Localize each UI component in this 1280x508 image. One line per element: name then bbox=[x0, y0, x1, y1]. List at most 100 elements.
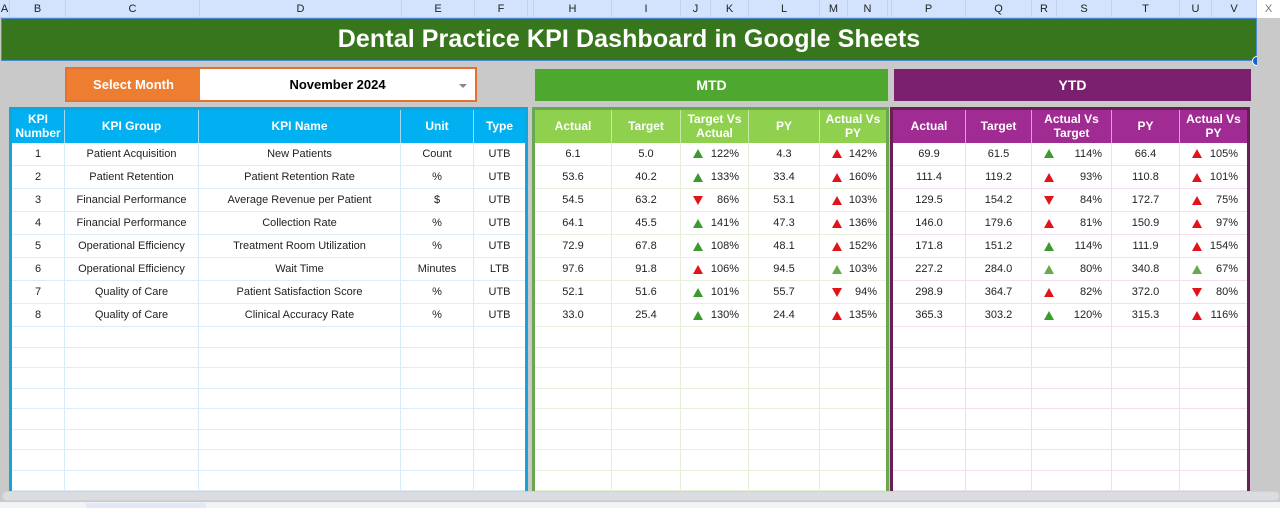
cell-type[interactable]: UTB bbox=[473, 188, 527, 212]
empty-cell[interactable] bbox=[819, 347, 888, 368]
empty-cell[interactable] bbox=[1179, 326, 1249, 348]
ytd-cell-target-comparison[interactable]: 80% bbox=[1031, 257, 1112, 281]
cell-kpi-number[interactable]: 5 bbox=[10, 234, 65, 258]
dashboard-title-banner[interactable]: Dental Practice KPI Dashboard in Google … bbox=[1, 18, 1257, 61]
column-header-f[interactable]: F bbox=[475, 0, 528, 18]
empty-cell[interactable] bbox=[473, 347, 527, 368]
mtd-cell-actual[interactable]: 97.6 bbox=[533, 257, 612, 281]
ytd-cell-target-comparison[interactable]: 84% bbox=[1031, 188, 1112, 212]
empty-cell[interactable] bbox=[1179, 408, 1249, 430]
ytd-cell-actual-vs-py[interactable]: 80% bbox=[1179, 280, 1249, 304]
column-header-s[interactable]: S bbox=[1057, 0, 1112, 18]
cell-kpi-group[interactable]: Financial Performance bbox=[64, 211, 199, 235]
mtd-header-py[interactable]: PY bbox=[748, 108, 820, 143]
empty-cell[interactable] bbox=[1031, 367, 1112, 389]
dropdown-caret-icon[interactable] bbox=[459, 84, 467, 88]
ytd-cell-target[interactable]: 303.2 bbox=[965, 303, 1032, 327]
empty-cell[interactable] bbox=[1031, 347, 1112, 368]
column-header-gap[interactable] bbox=[528, 0, 534, 18]
empty-cell[interactable] bbox=[965, 326, 1032, 348]
empty-cell[interactable] bbox=[1111, 449, 1180, 471]
empty-cell[interactable] bbox=[533, 470, 612, 491]
column-header-b[interactable]: B bbox=[10, 0, 66, 18]
ytd-cell-actual-vs-py[interactable]: 105% bbox=[1179, 142, 1249, 166]
cell-kpi-number[interactable]: 1 bbox=[10, 142, 65, 166]
empty-cell[interactable] bbox=[748, 367, 820, 389]
ytd-cell-target-comparison[interactable]: 120% bbox=[1031, 303, 1112, 327]
column-header-a[interactable]: A bbox=[0, 0, 10, 18]
ytd-cell-target-comparison[interactable]: 114% bbox=[1031, 142, 1112, 166]
mtd-cell-py[interactable]: 53.1 bbox=[748, 188, 820, 212]
empty-cell[interactable] bbox=[1111, 367, 1180, 389]
empty-cell[interactable] bbox=[1111, 470, 1180, 491]
column-header-k[interactable]: K bbox=[711, 0, 749, 18]
empty-cell[interactable] bbox=[819, 408, 888, 430]
column-header-c[interactable]: C bbox=[66, 0, 200, 18]
empty-cell[interactable] bbox=[1111, 429, 1180, 450]
ytd-cell-target[interactable]: 154.2 bbox=[965, 188, 1032, 212]
empty-cell[interactable] bbox=[748, 388, 820, 409]
empty-cell[interactable] bbox=[680, 408, 749, 430]
empty-cell[interactable] bbox=[819, 449, 888, 471]
empty-cell[interactable] bbox=[1031, 470, 1112, 491]
mtd-header-actual[interactable]: Actual bbox=[533, 108, 612, 143]
empty-cell[interactable] bbox=[965, 367, 1032, 389]
empty-cell[interactable] bbox=[198, 408, 401, 430]
ytd-cell-actual[interactable]: 111.4 bbox=[891, 165, 966, 189]
empty-cell[interactable] bbox=[1179, 367, 1249, 389]
empty-cell[interactable] bbox=[611, 470, 681, 491]
cell-type[interactable]: UTB bbox=[473, 211, 527, 235]
mtd-cell-target-comparison[interactable]: 130% bbox=[680, 303, 749, 327]
empty-cell[interactable] bbox=[64, 429, 199, 450]
empty-cell[interactable] bbox=[10, 449, 65, 471]
empty-cell[interactable] bbox=[1179, 429, 1249, 450]
empty-cell[interactable] bbox=[1111, 347, 1180, 368]
cell-kpi-group[interactable]: Operational Efficiency bbox=[64, 257, 199, 281]
empty-cell[interactable] bbox=[64, 367, 199, 389]
empty-cell[interactable] bbox=[748, 429, 820, 450]
empty-cell[interactable] bbox=[198, 470, 401, 491]
empty-cell[interactable] bbox=[473, 367, 527, 389]
empty-cell[interactable] bbox=[533, 326, 612, 348]
mtd-cell-actual-vs-py[interactable]: 135% bbox=[819, 303, 888, 327]
empty-cell[interactable] bbox=[819, 367, 888, 389]
cell-kpi-group[interactable]: Patient Acquisition bbox=[64, 142, 199, 166]
cell-type[interactable]: UTB bbox=[473, 142, 527, 166]
empty-cell[interactable] bbox=[10, 429, 65, 450]
empty-cell[interactable] bbox=[748, 470, 820, 491]
empty-cell[interactable] bbox=[10, 408, 65, 430]
empty-cell[interactable] bbox=[680, 470, 749, 491]
cell-type[interactable]: UTB bbox=[473, 234, 527, 258]
header-unit[interactable]: Unit bbox=[400, 108, 474, 143]
empty-cell[interactable] bbox=[965, 429, 1032, 450]
empty-cell[interactable] bbox=[611, 449, 681, 471]
cell-kpi-name[interactable]: Average Revenue per Patient bbox=[198, 188, 401, 212]
column-header-l[interactable]: L bbox=[749, 0, 820, 18]
empty-cell[interactable] bbox=[1031, 326, 1112, 348]
cell-unit[interactable]: % bbox=[400, 165, 474, 189]
mtd-cell-target[interactable]: 25.4 bbox=[611, 303, 681, 327]
mtd-cell-target-comparison[interactable]: 86% bbox=[680, 188, 749, 212]
ytd-header-actual-vs-target[interactable]: Actual Vs Target bbox=[1031, 108, 1112, 143]
mtd-cell-actual[interactable]: 6.1 bbox=[533, 142, 612, 166]
empty-cell[interactable] bbox=[400, 326, 474, 348]
mtd-cell-target-comparison[interactable]: 133% bbox=[680, 165, 749, 189]
ytd-header-py[interactable]: PY bbox=[1111, 108, 1180, 143]
ytd-cell-target[interactable]: 151.2 bbox=[965, 234, 1032, 258]
header-type[interactable]: Type bbox=[473, 108, 527, 143]
cell-kpi-group[interactable]: Patient Retention bbox=[64, 165, 199, 189]
cell-kpi-name[interactable]: Collection Rate bbox=[198, 211, 401, 235]
ytd-cell-actual-vs-py[interactable]: 97% bbox=[1179, 211, 1249, 235]
empty-cell[interactable] bbox=[611, 429, 681, 450]
empty-cell[interactable] bbox=[748, 408, 820, 430]
empty-cell[interactable] bbox=[1111, 408, 1180, 430]
empty-cell[interactable] bbox=[680, 388, 749, 409]
ytd-header-actual[interactable]: Actual bbox=[891, 108, 966, 143]
empty-cell[interactable] bbox=[891, 408, 966, 430]
ytd-cell-py[interactable]: 150.9 bbox=[1111, 211, 1180, 235]
ytd-cell-target[interactable]: 364.7 bbox=[965, 280, 1032, 304]
empty-cell[interactable] bbox=[819, 470, 888, 491]
mtd-cell-py[interactable]: 55.7 bbox=[748, 280, 820, 304]
ytd-cell-actual[interactable]: 129.5 bbox=[891, 188, 966, 212]
empty-cell[interactable] bbox=[891, 470, 966, 491]
